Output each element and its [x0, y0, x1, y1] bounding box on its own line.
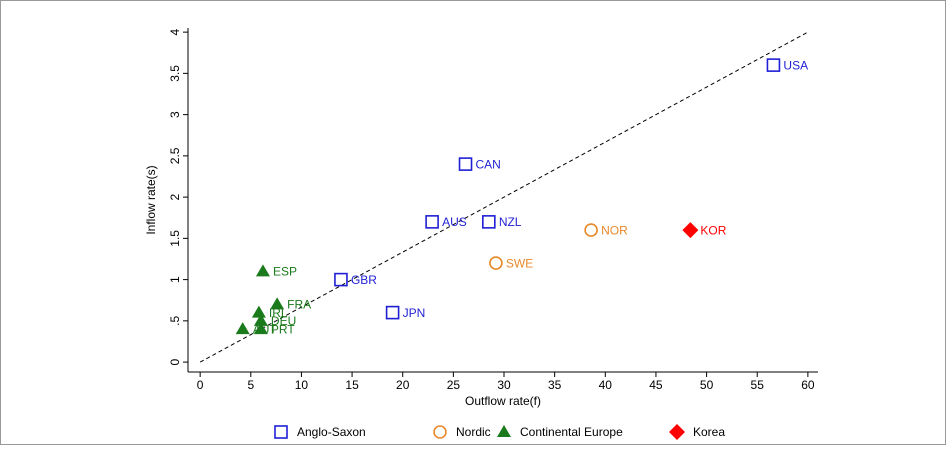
point-label: SWE [506, 256, 533, 270]
marker-square [482, 215, 496, 229]
y-tick-label: .5 [168, 316, 182, 326]
x-tick-label: 10 [295, 378, 309, 392]
marker-triangle [235, 322, 250, 335]
y-tick-label: 2.5 [168, 147, 182, 164]
x-tick-label: 40 [599, 378, 613, 392]
x-tick-label: 15 [345, 378, 359, 392]
legend-label: Continental Europe [520, 425, 623, 439]
y-tick-label: 4 [168, 28, 182, 35]
marker-triangle [251, 305, 266, 318]
y-axis-title: Inflow rate(s) [144, 165, 158, 234]
marker-square [385, 305, 400, 320]
y-tick-label: 2 [168, 193, 182, 200]
marker-square [274, 425, 288, 439]
marker-triangle [255, 264, 270, 277]
point-label: ESP [273, 265, 297, 279]
y-tick-label: 3 [168, 111, 182, 118]
reference-line [199, 31, 809, 363]
point-label: AUS [442, 215, 467, 229]
point-label: DEU [271, 314, 296, 328]
point-label: KOR [700, 223, 726, 237]
point-label: NOR [601, 223, 628, 237]
marker-circle [489, 256, 503, 270]
legend-label: Anglo-Saxon [297, 425, 366, 439]
point-label: FRA [287, 298, 311, 312]
x-tick-label: 30 [497, 378, 511, 392]
point-label: NZL [499, 215, 522, 229]
x-tick-label: 45 [649, 378, 663, 392]
marker-diamond [669, 424, 685, 440]
marker-triangle [270, 297, 285, 310]
x-axis-title: Outflow rate(f) [465, 394, 541, 408]
marker-triangle [253, 322, 268, 335]
marker-diamond [682, 222, 699, 239]
x-tick-label: 25 [447, 378, 461, 392]
x-tick-label: 0 [197, 378, 204, 392]
marker-circle [584, 223, 598, 237]
point-label: JPN [403, 306, 426, 320]
marker-square [458, 157, 473, 171]
y-tick-label: 3.5 [168, 65, 182, 82]
marker-square [334, 272, 348, 287]
x-tick-label: 50 [700, 378, 714, 392]
point-label: USA [783, 58, 808, 72]
point-label: GBR [351, 273, 377, 287]
x-tick-label: 20 [396, 378, 410, 392]
marker-triangle [497, 425, 511, 437]
marker-square [766, 58, 781, 72]
legend-label: Nordic [456, 425, 491, 439]
x-tick-label: 60 [801, 378, 815, 392]
marker-square [425, 215, 439, 229]
legend-label: Korea [693, 425, 725, 439]
x-tick-label: 55 [751, 378, 765, 392]
y-tick-label: 1.5 [168, 230, 182, 247]
point-label: PRT [271, 322, 295, 336]
x-tick-label: 35 [548, 378, 562, 392]
point-label: IRL [269, 306, 288, 320]
y-tick-label: 1 [168, 276, 182, 283]
x-tick-label: 5 [247, 378, 254, 392]
marker-circle [433, 425, 447, 439]
y-tick-label: 0 [168, 358, 182, 365]
point-label: CAN [476, 157, 501, 171]
marker-triangle [253, 313, 268, 326]
